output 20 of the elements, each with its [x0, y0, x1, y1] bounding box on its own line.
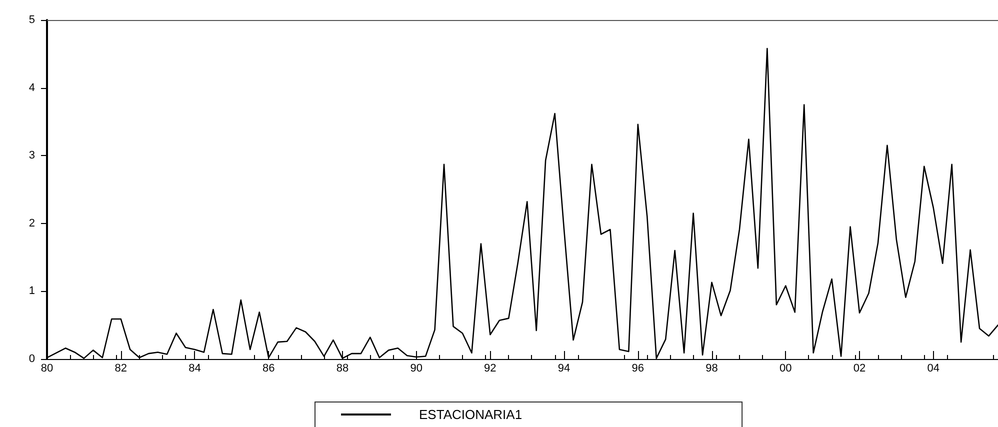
x-tick-label: 88	[336, 362, 349, 374]
y-tick-label: 4	[28, 82, 35, 94]
y-tick-label: 1	[28, 285, 35, 298]
x-tick-label: 90	[410, 362, 422, 374]
x-tick-label: 04	[927, 362, 940, 374]
x-tick-label: 00	[780, 362, 792, 374]
x-tick-label: 96	[632, 362, 644, 374]
x-tick-label: 92	[484, 362, 496, 374]
y-tick-label: 2	[28, 217, 35, 230]
legend-label: ESTACIONARIA1	[419, 407, 522, 422]
x-tick-label: 80	[40, 362, 54, 374]
y-tick-label: 0	[28, 353, 35, 365]
x-tick-label: 98	[706, 362, 718, 374]
x-tick-label: 82	[114, 362, 127, 374]
y-tick-label: 5	[28, 14, 35, 26]
y-tick-label: 3	[28, 150, 35, 162]
x-tick-label: 02	[853, 362, 866, 374]
x-tick-label: 94	[558, 362, 570, 374]
x-tick-label: 84	[188, 362, 201, 374]
x-tick-label: 86	[262, 362, 275, 374]
